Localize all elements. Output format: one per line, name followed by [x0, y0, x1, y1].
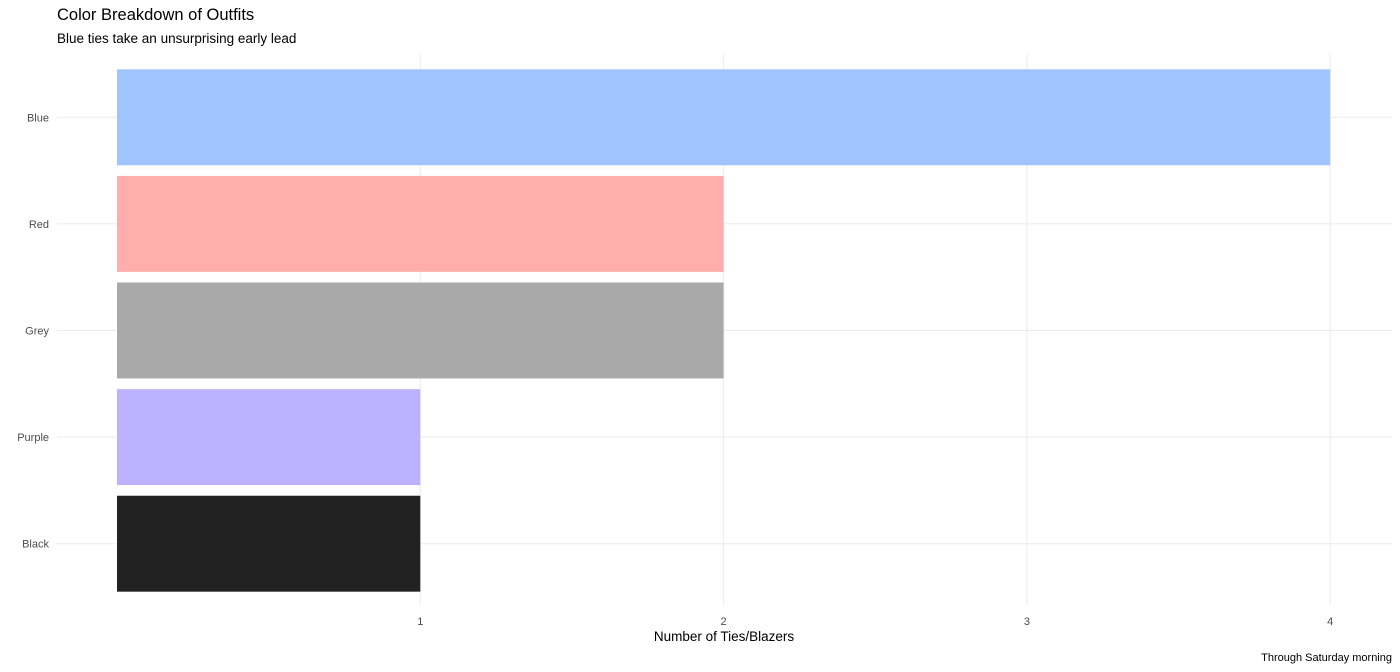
x-axis-title: Number of Ties/Blazers: [653, 629, 795, 644]
x-tick-label: 4: [1327, 616, 1333, 628]
y-tick-label: Red: [29, 219, 49, 231]
bar-blue: [117, 69, 1331, 166]
x-tick-label: 3: [1024, 616, 1030, 628]
y-tick-label: Black: [22, 539, 49, 551]
chart-caption: Through Saturday morning: [1261, 652, 1392, 664]
bar-black: [117, 495, 421, 592]
x-tick-label: 1: [417, 616, 423, 628]
y-tick-label: Grey: [25, 326, 49, 338]
bar-purple: [117, 389, 421, 486]
bars: [117, 69, 1331, 592]
y-tick-label: Purple: [17, 432, 49, 444]
bar-grey: [117, 282, 724, 379]
bar-red: [117, 175, 724, 272]
x-tick-label: 2: [721, 616, 727, 628]
x-axis-labels: 1 2 3 4: [417, 616, 1333, 628]
y-axis-labels: Blue Red Grey Purple Black: [17, 112, 49, 550]
chart-title: Color Breakdown of Outfits: [57, 6, 255, 24]
chart-subtitle: Blue ties take an unsurprising early lea…: [57, 31, 297, 46]
y-tick-label: Blue: [27, 112, 49, 124]
